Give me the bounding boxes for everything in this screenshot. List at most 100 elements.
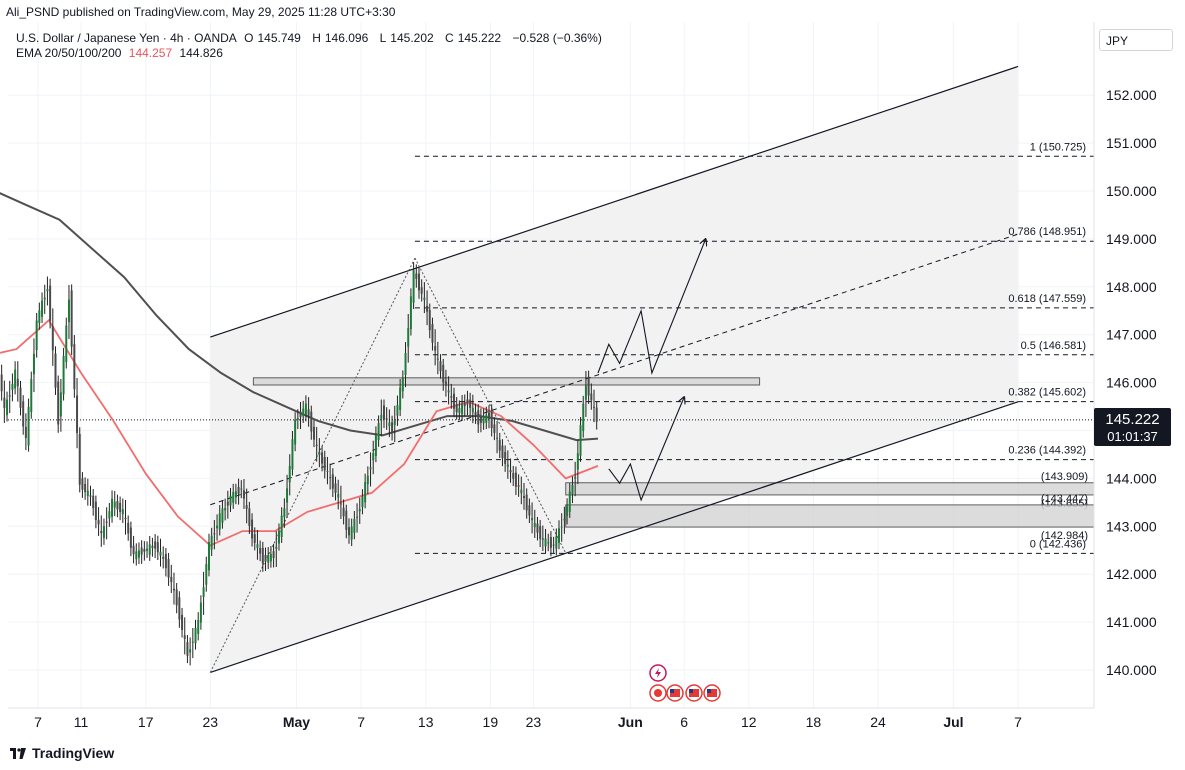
y-tick-label: 149.000 [1106, 231, 1157, 247]
candle-body [210, 535, 213, 550]
indicator-name[interactable]: EMA 20/50/100/200 [16, 46, 122, 60]
candle-body [531, 517, 534, 521]
candle-body [544, 538, 547, 547]
ema-lines [0, 192, 599, 547]
candle-body [89, 495, 92, 497]
candle-body [11, 384, 14, 390]
candle-body [568, 491, 571, 512]
candle-body [67, 299, 70, 323]
candle-body [431, 324, 434, 343]
y-tick-label: 141.000 [1106, 614, 1157, 630]
tradingview-logo[interactable]: TradingView [10, 745, 114, 761]
us-flag-icon[interactable] [666, 684, 684, 702]
fib-level-label: 0.382 (145.602) [1008, 387, 1086, 399]
candle-body [191, 641, 194, 643]
x-tick-label: 24 [870, 714, 886, 730]
price-zone [565, 482, 1095, 496]
candle-body [463, 403, 466, 407]
currency-selector[interactable]: JPY [1099, 29, 1173, 51]
candle-body [154, 541, 157, 549]
candle-body [504, 451, 507, 464]
candle-body [312, 426, 315, 440]
candle-body [199, 602, 202, 623]
candle-body [434, 346, 437, 351]
candle-body [256, 544, 259, 548]
event-flag-icon[interactable] [649, 684, 667, 702]
candle-body [296, 418, 299, 420]
candle-body [461, 403, 464, 415]
candle-body [444, 381, 447, 386]
candle-body [146, 548, 149, 551]
candle-body [16, 378, 19, 387]
candle-body [224, 508, 227, 511]
candle-body [78, 433, 81, 485]
candle-body [135, 551, 138, 560]
candle-body [364, 482, 367, 503]
candle-body [380, 414, 383, 419]
candle-body [377, 423, 380, 441]
projection-path [608, 397, 684, 502]
x-tick-label: 7 [1014, 714, 1022, 730]
candle-body [207, 542, 210, 571]
candle-body [525, 494, 528, 511]
us-flag-icon[interactable] [703, 684, 721, 702]
candle-body [593, 406, 596, 408]
candle-body [369, 467, 372, 470]
candle-body [493, 424, 496, 433]
candle-body [409, 296, 412, 330]
candle-body [399, 387, 402, 411]
x-tick-label: 11 [74, 714, 89, 730]
candle-body [167, 558, 170, 578]
candle-body [436, 358, 439, 360]
candle-body [490, 410, 493, 429]
candle-body [108, 511, 111, 519]
fib-level-label: 1 (150.725) [1030, 141, 1086, 153]
candle-body [92, 495, 95, 509]
candle-body [205, 564, 208, 585]
candle-body [310, 411, 313, 432]
projections [597, 239, 706, 502]
trend-lines [209, 65, 1019, 673]
candle-body [178, 597, 181, 620]
candle-body [466, 399, 469, 405]
candle-body [277, 530, 280, 544]
candle-body [291, 439, 294, 470]
candle-body [248, 508, 251, 527]
candle-body [14, 369, 17, 389]
candle-body [240, 488, 243, 490]
candle-body [326, 470, 329, 472]
candle-body [342, 507, 345, 517]
candle-body [97, 519, 100, 525]
candle-body [22, 401, 25, 427]
candle-body [517, 485, 520, 487]
y-tick-label: 150.000 [1106, 183, 1157, 199]
flash-icon[interactable] [649, 664, 667, 682]
candle-body [555, 536, 558, 549]
candle-body [148, 544, 151, 555]
candle-body [358, 508, 361, 512]
candle-body [267, 554, 270, 563]
symbol-name[interactable]: U.S. Dollar / Japanese Yen · 4h · OANDA [16, 31, 237, 45]
us-flag-icon[interactable] [685, 684, 703, 702]
candle-body [251, 519, 254, 539]
x-tick-label: Jul [943, 714, 963, 730]
x-tick-label: 7 [34, 714, 42, 730]
candle-body [46, 289, 49, 292]
candle-body [350, 526, 353, 540]
candle-body [38, 310, 41, 324]
x-tick-label: 12 [741, 714, 757, 730]
candle-body [186, 642, 189, 656]
candle-body [94, 501, 97, 521]
channel-mid-line [210, 233, 1019, 506]
x-tick-label: 23 [203, 714, 219, 730]
y-tick-label: 143.000 [1106, 518, 1157, 534]
candle-body [471, 407, 474, 413]
zone-label: (143.909) [1041, 471, 1088, 483]
candle-body [43, 297, 46, 300]
candle-body [506, 464, 509, 467]
x-tick-label: 23 [526, 714, 542, 730]
candle-body [479, 415, 482, 423]
candles [0, 262, 598, 666]
candle-body [458, 407, 461, 414]
